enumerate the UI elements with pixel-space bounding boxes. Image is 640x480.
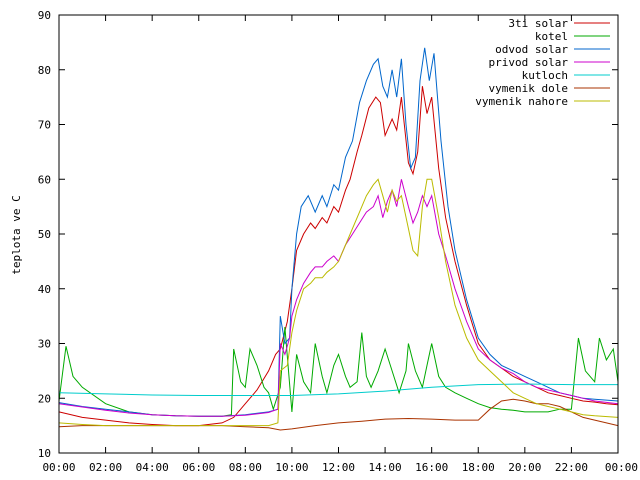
legend-label: kotel xyxy=(535,30,568,43)
x-tick-label: 10:00 xyxy=(275,461,308,474)
x-tick-label: 06:00 xyxy=(182,461,215,474)
legend-label: 3ti solar xyxy=(508,17,568,30)
x-tick-label: 00:00 xyxy=(42,461,75,474)
legend-label: odvod solar xyxy=(495,43,568,56)
tick-labels: 10 20 30 40 50 60 70 80 90 00:00 02:00 04:00 06:00 08… xyxy=(38,9,638,474)
legend-label: kutloch xyxy=(522,69,568,82)
y-tick-label: 10 xyxy=(38,447,51,460)
legend-label: vymenik dole xyxy=(489,82,568,95)
x-tick-label: 12:00 xyxy=(322,461,355,474)
x-tick-label: 20:00 xyxy=(508,461,541,474)
x-tick-label: 16:00 xyxy=(415,461,448,474)
legend-label: privod solar xyxy=(489,56,569,69)
y-tick-label: 70 xyxy=(38,119,51,132)
x-tick-label: 04:00 xyxy=(136,461,169,474)
y-tick-label: 30 xyxy=(38,338,51,351)
series-line-6 xyxy=(58,178,619,427)
axis-ticks xyxy=(58,14,619,454)
legend-label: vymenik nahore xyxy=(475,95,568,108)
y-tick-label: 90 xyxy=(38,9,51,22)
y-axis-label: teplota ve C xyxy=(10,195,23,274)
x-tick-label: 18:00 xyxy=(462,461,495,474)
x-tick-label: 00:00 xyxy=(605,461,638,474)
plot-lines xyxy=(58,47,619,431)
y-tick-label: 60 xyxy=(38,173,51,186)
y-tick-label: 80 xyxy=(38,64,51,77)
y-tick-label: 20 xyxy=(38,392,51,405)
series-line-4 xyxy=(58,383,618,396)
series-line-3 xyxy=(58,179,619,417)
series-line-0 xyxy=(58,86,619,427)
x-tick-label: 14:00 xyxy=(369,461,402,474)
y-tick-label: 40 xyxy=(38,283,51,296)
y-tick-label: 50 xyxy=(38,228,51,241)
x-tick-label: 02:00 xyxy=(89,461,122,474)
x-tick-label: 08:00 xyxy=(229,461,262,474)
x-tick-label: 22:00 xyxy=(555,461,588,474)
series-line-1 xyxy=(58,327,619,417)
